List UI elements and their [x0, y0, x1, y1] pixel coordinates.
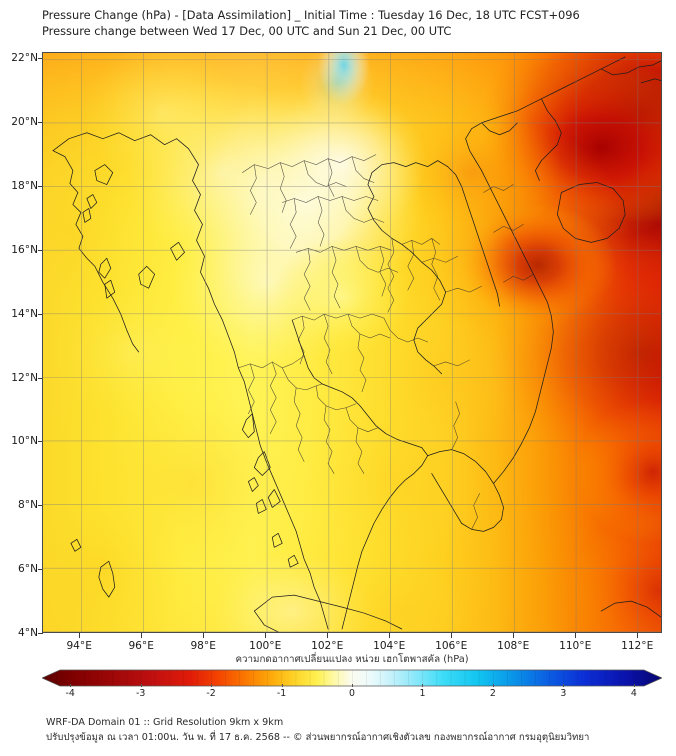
longitude-tick-mark — [513, 633, 515, 638]
graticule — [43, 53, 661, 632]
pressure-field-map — [43, 53, 661, 632]
colorbar-tick-mark — [492, 684, 494, 687]
colorbar: ความกดอากาศเปลี่ยนแปลง หน่วย เฮกโตพาสคัล… — [42, 652, 662, 710]
longitude-tick-label: 94°E — [66, 640, 92, 652]
latitude-tick-mark — [38, 58, 43, 60]
latitude-axis: 22°N 20°N 18°N 16°N 14°N 12°N 10°N 8°N 6°N 4°N — [0, 52, 43, 639]
latitude-tick-label: 22°N — [11, 52, 38, 65]
colorbar-tick-mark — [70, 684, 72, 687]
latitude-tick-mark — [38, 186, 43, 188]
longitude-tick-mark — [203, 633, 205, 638]
latitude-tick-mark — [38, 122, 43, 124]
latitude-tick-label: 12°N — [11, 371, 38, 384]
colorbar-tick-mark — [211, 684, 213, 687]
colorbar-tick-mark — [633, 684, 635, 687]
latitude-tick-mark — [38, 633, 43, 634]
title-line-2: Pressure change between Wed 17 Dec, 00 U… — [42, 23, 452, 38]
latitude-tick-label: 20°N — [11, 116, 38, 129]
colorbar-tick-label: 2 — [489, 688, 496, 699]
latitude-tick-label: 10°N — [11, 435, 38, 448]
longitude-tick-label: 108°E — [497, 640, 530, 652]
longitude-tick-label: 110°E — [559, 640, 592, 652]
map-plot-area — [42, 52, 662, 633]
colorbar-tick-label: 3 — [560, 688, 567, 699]
longitude-tick-label: 96°E — [128, 640, 154, 652]
colorbar-tick-mark — [563, 684, 565, 687]
latitude-tick-mark — [38, 505, 43, 507]
longitude-axis: 94°E 96°E 98°E 100°E 102°E 104°E 106°E 108°E 110… — [42, 633, 662, 657]
latitude-tick-mark — [38, 313, 43, 315]
longitude-tick-label: 100°E — [249, 640, 282, 652]
latitude-tick-label: 8°N — [18, 499, 38, 512]
latitude-tick-mark — [38, 569, 43, 571]
longitude-tick-mark — [79, 633, 81, 638]
footer-line-1: WRF-DA Domain 01 :: Grid Resolution 9km … — [46, 717, 284, 728]
chart-title-block: Pressure Change (hPa) - [Data Assimilati… — [42, 8, 662, 39]
latitude-tick-mark — [38, 249, 43, 251]
latitude-tick-label: 16°N — [11, 243, 38, 256]
colorbar-tick-label: -2 — [206, 688, 216, 699]
longitude-tick-mark — [265, 633, 267, 638]
latitude-tick-mark — [38, 441, 43, 443]
longitude-tick-mark — [327, 633, 329, 638]
latitude-tick-label: 4°N — [18, 627, 38, 639]
colorbar-tick-mark — [281, 684, 283, 687]
colorbar-title: ความกดอากาศเปลี่ยนแปลง หน่วย เฮกโตพาสคัล… — [235, 654, 469, 665]
latitude-tick-mark — [38, 377, 43, 379]
colorbar-tick-label: -1 — [276, 688, 287, 699]
longitude-tick-mark — [389, 633, 391, 638]
longitude-tick-label: 98°E — [190, 640, 216, 652]
colorbar-tick-mark — [422, 684, 424, 687]
longitude-tick-label: 106°E — [435, 640, 468, 652]
colorbar-tick-label: -3 — [135, 688, 146, 699]
colorbar-tick-label: -4 — [65, 688, 75, 699]
longitude-tick-label: 112°E — [621, 640, 654, 652]
longitude-tick-mark — [637, 633, 639, 638]
colorbar-tick-mark — [140, 684, 142, 687]
footer-line-2: ปรับปรุงข้อมูล ณ เวลา 01:00น. วัน พ. ที่… — [46, 732, 590, 743]
longitude-tick-label: 104°E — [373, 640, 406, 652]
colorbar-tick-label: 4 — [630, 688, 637, 699]
longitude-tick-mark — [141, 633, 143, 638]
longitude-tick-label: 102°E — [311, 640, 344, 652]
colorbar-gradient — [42, 669, 662, 687]
colorbar-tick-label: 0 — [349, 688, 355, 699]
colorbar-tick-label: 1 — [419, 688, 426, 699]
title-line-1: Pressure Change (hPa) - [Data Assimilati… — [42, 8, 580, 22]
coastline-layer — [52, 56, 661, 632]
colorbar-tick-mark — [352, 684, 353, 687]
latitude-tick-label: 14°N — [11, 307, 38, 320]
longitude-tick-mark — [451, 633, 453, 638]
latitude-tick-label: 18°N — [11, 180, 38, 193]
longitude-tick-mark — [575, 633, 577, 638]
latitude-tick-label: 6°N — [18, 563, 38, 576]
